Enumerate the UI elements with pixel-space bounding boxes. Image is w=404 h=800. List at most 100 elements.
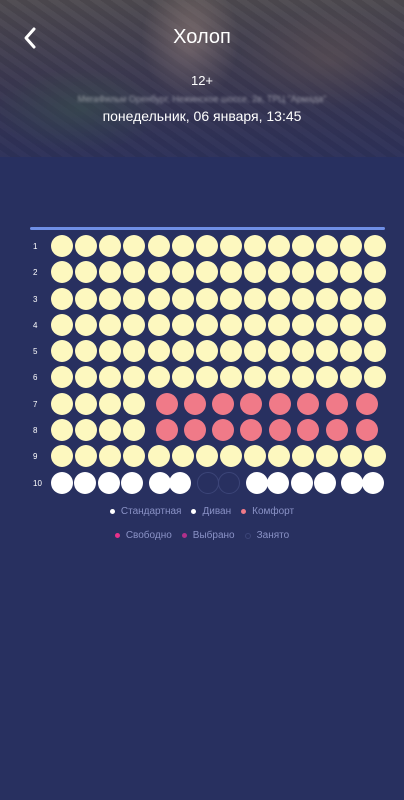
seat-standard[interactable] [268, 313, 290, 336]
seat-standard[interactable] [51, 235, 73, 257]
seat-standard[interactable] [75, 419, 97, 442]
seat-standard[interactable] [75, 340, 97, 363]
seat-standard[interactable] [340, 261, 362, 284]
seat-standard[interactable] [123, 313, 145, 336]
seat-standard[interactable] [364, 366, 386, 389]
seat-comfort[interactable] [356, 419, 378, 442]
seat-standard[interactable] [292, 235, 314, 257]
seat-standard[interactable] [340, 287, 362, 310]
seat-standard[interactable] [340, 445, 362, 468]
seat-standard[interactable] [364, 445, 386, 468]
seat-standard[interactable] [148, 445, 170, 468]
seat-standard[interactable] [196, 366, 218, 389]
seat-standard[interactable] [316, 287, 338, 310]
seat-standard[interactable] [99, 313, 121, 336]
seat-sofa[interactable] [267, 471, 289, 494]
seat-standard[interactable] [340, 366, 362, 389]
seat-standard[interactable] [123, 419, 145, 442]
seat-standard[interactable] [123, 340, 145, 363]
seat-standard[interactable] [51, 261, 73, 284]
seat-standard[interactable] [123, 287, 145, 310]
seat-standard[interactable] [244, 261, 266, 284]
seat-standard[interactable] [148, 287, 170, 310]
seat-standard[interactable] [196, 235, 218, 257]
seat-comfort[interactable] [184, 419, 206, 442]
seat-comfort[interactable] [156, 419, 178, 442]
seat-standard[interactable] [75, 392, 97, 415]
seat-standard[interactable] [340, 235, 362, 257]
seat-standard[interactable] [196, 340, 218, 363]
seat-sofa[interactable] [169, 471, 191, 494]
seat-standard[interactable] [99, 287, 121, 310]
seat-standard[interactable] [196, 445, 218, 468]
seat-standard[interactable] [172, 235, 194, 257]
seat-comfort[interactable] [212, 392, 234, 415]
seat-standard[interactable] [75, 261, 97, 284]
seat-standard[interactable] [244, 366, 266, 389]
seat-standard[interactable] [340, 313, 362, 336]
seat-standard[interactable] [123, 235, 145, 257]
seat-comfort[interactable] [212, 419, 234, 442]
seat-standard[interactable] [316, 235, 338, 257]
seat-standard[interactable] [172, 445, 194, 468]
seat-standard[interactable] [292, 340, 314, 363]
seat-sofa[interactable] [98, 471, 120, 494]
seat-standard[interactable] [220, 340, 242, 363]
seat-standard[interactable] [51, 445, 73, 468]
seat-standard[interactable] [196, 261, 218, 284]
seat-standard[interactable] [292, 313, 314, 336]
seat-standard[interactable] [51, 419, 73, 442]
seat-standard[interactable] [123, 366, 145, 389]
seat-standard[interactable] [172, 340, 194, 363]
seat-standard[interactable] [292, 261, 314, 284]
seat-sofa[interactable] [341, 471, 363, 494]
seat-standard[interactable] [196, 287, 218, 310]
seat-standard[interactable] [340, 340, 362, 363]
seat-standard[interactable] [172, 366, 194, 389]
seat-standard[interactable] [316, 366, 338, 389]
seat-comfort[interactable] [156, 392, 178, 415]
seat-standard[interactable] [364, 340, 386, 363]
seat-sofa[interactable] [149, 471, 171, 494]
seat-standard[interactable] [220, 235, 242, 257]
seat-standard[interactable] [172, 287, 194, 310]
seat-standard[interactable] [75, 287, 97, 310]
seat-comfort[interactable] [297, 419, 319, 442]
seat-sofa[interactable] [246, 471, 268, 494]
seat-standard[interactable] [220, 366, 242, 389]
seat-sofa[interactable] [362, 471, 384, 494]
back-button[interactable] [14, 22, 46, 54]
seat-standard[interactable] [364, 313, 386, 336]
seat-standard[interactable] [99, 366, 121, 389]
seat-standard[interactable] [292, 366, 314, 389]
seat-comfort[interactable] [269, 419, 291, 442]
seat-standard[interactable] [51, 287, 73, 310]
seat-standard[interactable] [99, 419, 121, 442]
seat-standard[interactable] [268, 445, 290, 468]
seat-standard[interactable] [244, 445, 266, 468]
seat-standard[interactable] [292, 287, 314, 310]
seat-standard[interactable] [316, 261, 338, 284]
seat-standard[interactable] [51, 392, 73, 415]
seat-standard[interactable] [244, 287, 266, 310]
seat-standard[interactable] [220, 313, 242, 336]
seat-standard[interactable] [51, 366, 73, 389]
seat-standard[interactable] [364, 287, 386, 310]
seat-standard[interactable] [172, 313, 194, 336]
seat-standard[interactable] [148, 366, 170, 389]
seat-standard[interactable] [123, 445, 145, 468]
seat-sofa[interactable] [51, 471, 73, 494]
seat-sofa[interactable] [291, 471, 313, 494]
seat-standard[interactable] [268, 287, 290, 310]
seat-standard[interactable] [244, 235, 266, 257]
seat-standard[interactable] [316, 445, 338, 468]
seat-standard[interactable] [75, 235, 97, 257]
seat-standard[interactable] [268, 235, 290, 257]
seat-standard[interactable] [99, 340, 121, 363]
seat-standard[interactable] [220, 261, 242, 284]
seat-standard[interactable] [99, 392, 121, 415]
seat-standard[interactable] [51, 340, 73, 363]
seat-standard[interactable] [268, 261, 290, 284]
seat-standard[interactable] [123, 392, 145, 415]
seat-standard[interactable] [148, 235, 170, 257]
